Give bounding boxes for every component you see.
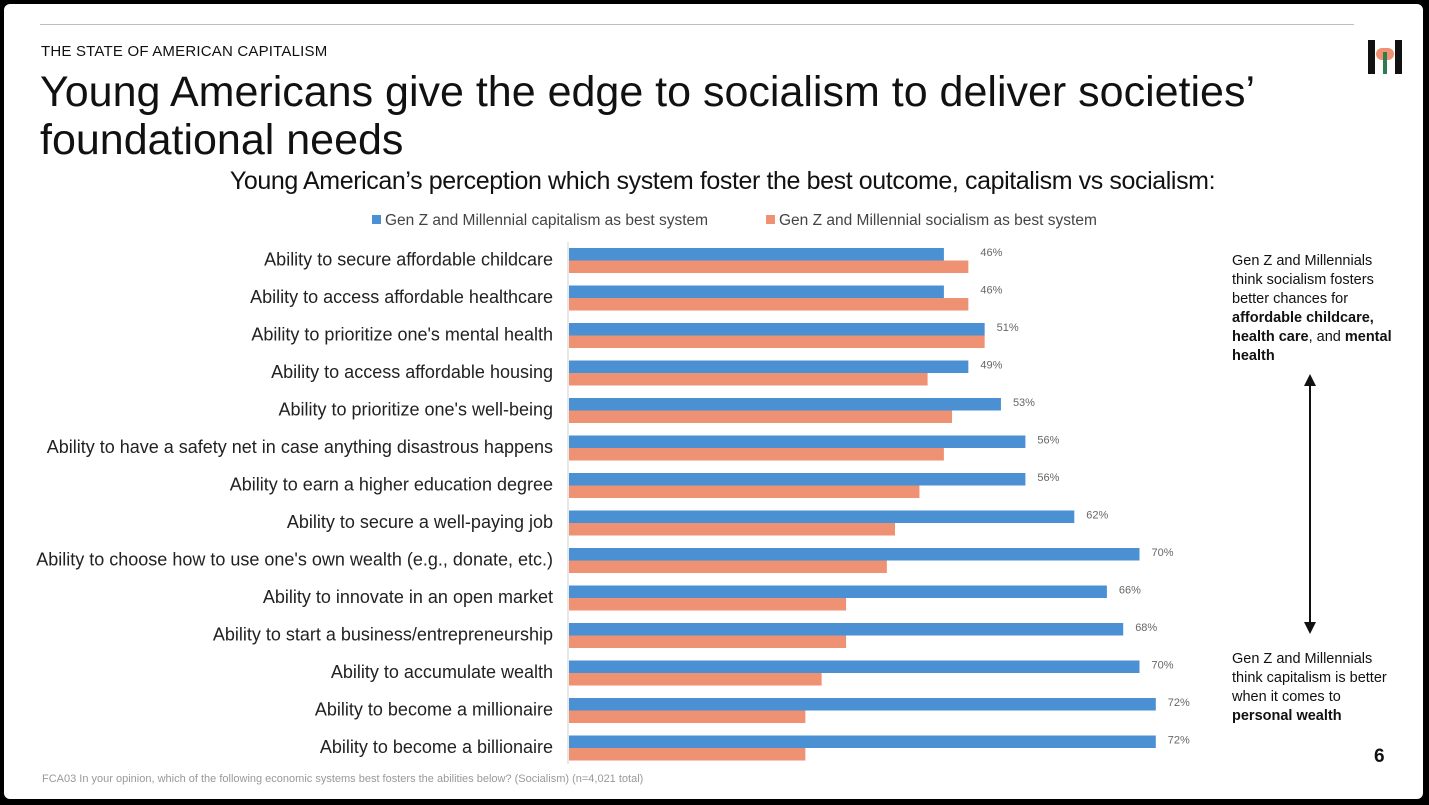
section-label: THE STATE OF AMERICAN CAPITALISM [41, 43, 328, 60]
capitalism-annotation: Gen Z and Millennials think capitalism i… [1232, 650, 1397, 726]
data-label-capitalism: 56% [1037, 472, 1059, 484]
bottom-note-text: Gen Z and Millennials think capitalism i… [1232, 651, 1387, 705]
bar-socialism [569, 298, 969, 311]
legend-label-socialism: Gen Z and Millennial socialism as best s… [779, 212, 1097, 229]
category-label: Ability to become a billionaire [320, 737, 553, 757]
bar-socialism [569, 373, 928, 386]
category-label: Ability to secure a well-paying job [287, 512, 553, 532]
category-label: Ability to become a millionaire [315, 700, 553, 720]
data-label-capitalism: 66% [1119, 585, 1141, 597]
legend-swatch-capitalism [372, 215, 381, 224]
bar-capitalism [569, 435, 1026, 448]
data-label-capitalism: 49% [980, 360, 1002, 372]
bar-socialism [569, 448, 944, 461]
footnote: FCA03 In your opinion, which of the foll… [42, 773, 644, 785]
data-label-capitalism: 72% [1168, 697, 1190, 709]
category-label: Ability to secure affordable childcare [264, 250, 553, 270]
legend-label-capitalism: Gen Z and Millennial capitalism as best … [385, 212, 709, 229]
data-label-capitalism: 68% [1135, 622, 1157, 634]
bottom-note-bold: personal wealth [1232, 708, 1342, 724]
top-note-bold-1: affordable childcare, health care [1232, 310, 1374, 345]
bar-capitalism [569, 548, 1140, 561]
category-label: Ability to earn a higher education degre… [230, 475, 553, 495]
bar-capitalism [569, 735, 1156, 748]
chart-layer: Ability to secure affordable childcare 46… [36, 242, 1190, 764]
brand-logo-icon [1368, 40, 1402, 74]
bar-socialism [569, 673, 822, 686]
bar-capitalism [569, 698, 1156, 711]
data-label-capitalism: 72% [1168, 735, 1190, 747]
data-label-capitalism: 62% [1086, 510, 1108, 522]
bar-capitalism [569, 323, 985, 336]
socialism-annotation: Gen Z and Millennials think socialism fo… [1232, 252, 1397, 366]
bar-capitalism [569, 623, 1124, 636]
bar-capitalism [569, 285, 944, 298]
data-label-capitalism: 70% [1152, 547, 1174, 559]
bar-chart: Ability to secure affordable childcare 46… [36, 242, 1190, 764]
bar-socialism [569, 748, 806, 761]
data-label-capitalism: 46% [980, 247, 1002, 259]
bar-socialism [569, 260, 969, 273]
category-label: Ability to have a safety net in case any… [47, 437, 553, 457]
chart-title: Young American’s perception which system… [229, 167, 1216, 195]
category-label: Ability to start a business/entrepreneur… [213, 625, 553, 645]
page-title: Young Americans give the edge to sociali… [40, 68, 1254, 164]
data-label-capitalism: 53% [1013, 397, 1035, 409]
bar-capitalism [569, 585, 1107, 598]
bar-capitalism [569, 660, 1140, 673]
category-label: Ability to innovate in an open market [263, 587, 553, 607]
category-label: Ability to prioritize one's mental healt… [251, 325, 553, 345]
bar-capitalism [569, 248, 944, 261]
category-label: Ability to access affordable housing [271, 362, 553, 382]
bar-socialism [569, 560, 887, 573]
top-note-text: Gen Z and Millennials think socialism fo… [1232, 253, 1374, 307]
top-note-bold-2: mental health [1232, 329, 1392, 364]
bar-socialism [569, 710, 806, 723]
category-label: Ability to prioritize one's well-being [278, 400, 553, 420]
bar-socialism [569, 335, 985, 348]
bar-socialism [569, 410, 953, 423]
legend-socialism: Gen Z and Millennial socialism as best s… [766, 212, 1097, 230]
bar-capitalism [569, 398, 1001, 411]
bar-socialism [569, 635, 847, 648]
data-label-capitalism: 70% [1152, 660, 1174, 672]
category-label: Ability to accumulate wealth [331, 662, 553, 682]
data-label-capitalism: 46% [980, 285, 1002, 297]
top-note-text-2: , and [1308, 329, 1345, 345]
data-label-capitalism: 56% [1037, 435, 1059, 447]
bar-socialism [569, 485, 920, 498]
legend-swatch-socialism [766, 215, 775, 224]
top-divider [40, 24, 1354, 25]
double-arrow-icon [1304, 374, 1316, 634]
bar-socialism [569, 523, 895, 536]
category-label: Ability to choose how to use one's own w… [36, 550, 553, 570]
page-number: 6 [1374, 746, 1385, 767]
category-label: Ability to access affordable healthcare [250, 287, 553, 307]
bar-capitalism [569, 510, 1075, 523]
bar-socialism [569, 598, 847, 611]
slide: THE STATE OF AMERICAN CAPITALISM Young A… [4, 4, 1423, 799]
bar-capitalism [569, 473, 1026, 486]
legend-capitalism: Gen Z and Millennial capitalism as best … [372, 212, 708, 230]
data-label-capitalism: 51% [997, 322, 1019, 334]
bar-capitalism [569, 360, 969, 373]
